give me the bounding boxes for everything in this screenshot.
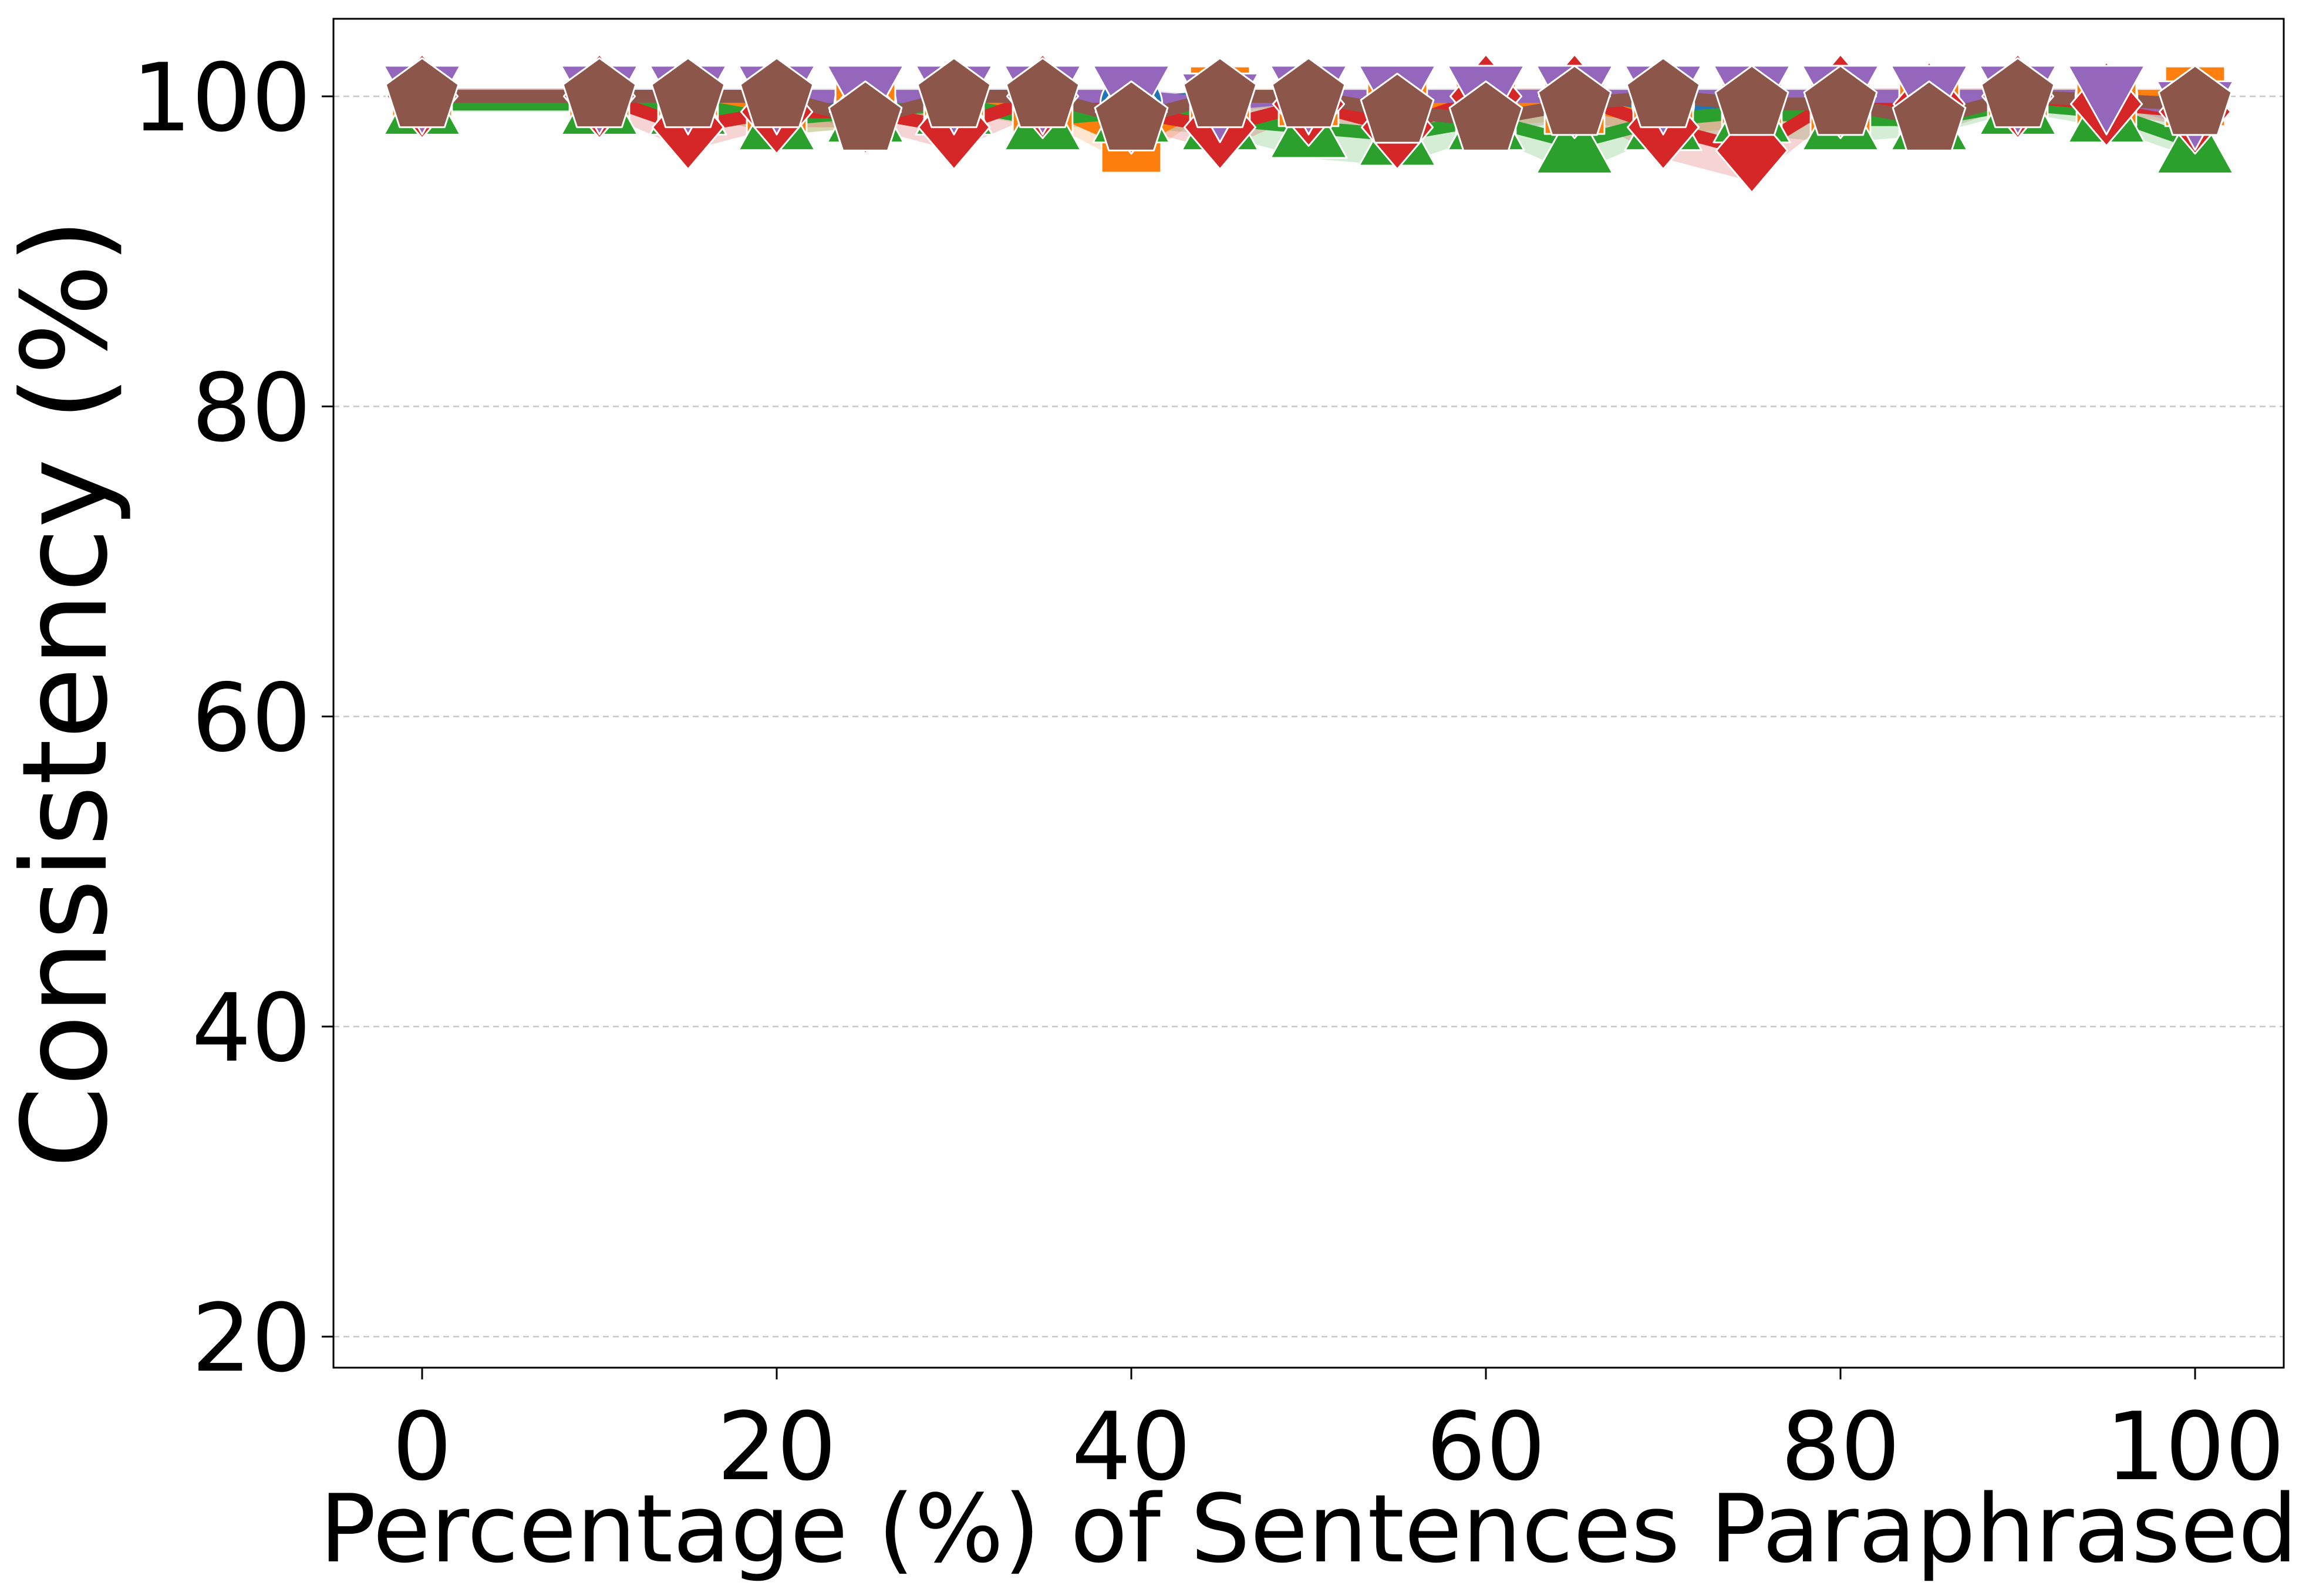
- series-6-point: [1094, 80, 1169, 151]
- series-6-point: [1448, 80, 1523, 151]
- series-6-point: [2158, 65, 2233, 136]
- x-tick-label: 40: [1071, 1392, 1191, 1501]
- series-6-point: [1360, 72, 1435, 144]
- series-6-point: [1980, 57, 2055, 129]
- series-6-point: [1537, 65, 1612, 136]
- series-6-point: [562, 57, 637, 129]
- x-tick-label: 80: [1781, 1392, 1900, 1501]
- plot-frame: [332, 18, 2285, 1369]
- series-6-point: [1892, 80, 1967, 151]
- marker-layer: [383, 53, 2234, 194]
- series-6-point: [650, 57, 726, 129]
- y-tick-label: 80: [191, 353, 311, 463]
- series-6-point: [1626, 57, 1701, 129]
- y-tick-label: 40: [191, 973, 311, 1083]
- series-6-point: [739, 57, 814, 129]
- x-tick-label: 20: [717, 1392, 837, 1501]
- series-6-point: [1271, 57, 1346, 129]
- series-6-point: [1182, 57, 1258, 129]
- series-6-point: [1714, 65, 1789, 136]
- series-5-point: [2067, 65, 2146, 136]
- y-tick-label: 100: [132, 43, 311, 153]
- x-tick-label: 0: [392, 1392, 452, 1501]
- x-tick-label: 60: [1426, 1392, 1546, 1501]
- series-6-point: [828, 80, 903, 151]
- tick-layer: 20 40 60 80 100 0 20 40 60 80 100: [132, 43, 2285, 1501]
- series-6-point: [1803, 65, 1878, 136]
- x-tick-label: 100: [2105, 1392, 2284, 1501]
- y-axis-label: Consistency (%): [0, 218, 134, 1169]
- series-6-point: [916, 57, 992, 129]
- x-axis-label: Percentage (%) of Sentences Paraphrased: [319, 1474, 2298, 1584]
- y-tick-label: 20: [191, 1283, 311, 1393]
- series-6-point: [1005, 57, 1080, 129]
- series-6-point: [385, 57, 460, 129]
- y-tick-label: 60: [191, 663, 311, 773]
